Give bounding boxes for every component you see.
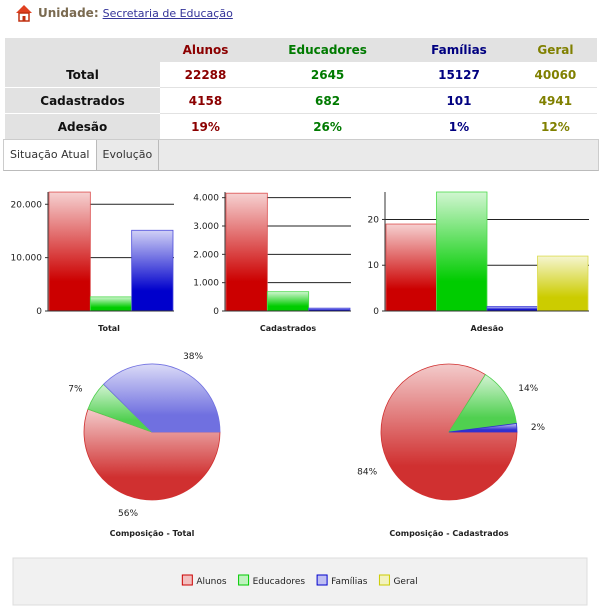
y-tick-label: 20: [368, 215, 380, 225]
cell: 4941: [513, 87, 597, 114]
y-tick-label: 10.000: [11, 254, 43, 264]
unit-link[interactable]: Secretaria de Educação: [102, 6, 233, 20]
cell: 682: [251, 87, 405, 114]
bar: [436, 191, 488, 312]
pie-slice: [448, 423, 518, 433]
bar: [385, 223, 437, 312]
column-header: Famílias: [404, 38, 514, 62]
legend-swatch: [378, 574, 390, 586]
corner: [5, 38, 160, 62]
y-tick-label: 20.000: [11, 200, 43, 210]
x-label: Cadastrados: [260, 324, 317, 333]
table-row: Cadastrados 4158 682 101 4941: [5, 87, 597, 114]
slice-label: 14%: [518, 384, 538, 394]
y-tick-label: 0: [213, 307, 219, 317]
slice-label: 84%: [357, 468, 377, 478]
legend-label: Geral: [393, 577, 417, 587]
legend-label: Famílias: [331, 577, 368, 587]
bar: [225, 192, 268, 312]
y-tick-label: 3.000: [193, 222, 219, 232]
column-header: Geral: [513, 38, 597, 62]
y-tick-label: 4.000: [193, 194, 219, 204]
bar: [486, 306, 538, 312]
slice-label: 38%: [183, 352, 203, 362]
legend-swatch: [181, 574, 193, 586]
cell: 22288: [160, 62, 251, 88]
y-tick-label: 10: [368, 261, 380, 271]
cell: 15127: [404, 62, 514, 88]
bar: [266, 291, 310, 312]
slice-label: 56%: [118, 509, 138, 519]
tab[interactable]: Evolução: [97, 140, 160, 170]
x-label: Adesão: [471, 324, 505, 333]
bar: [537, 255, 589, 312]
summary-table: Alunos Educadores Famílias Geral Total 22288…: [5, 38, 597, 140]
table-row: Total 22288 2645 15127 40060: [5, 62, 597, 88]
y-tick-label: 0: [373, 307, 379, 317]
pie-title: Composição - Cadastrados: [389, 529, 509, 538]
legend-label: Alunos: [196, 577, 227, 587]
bar: [48, 191, 91, 312]
column-header: Alunos: [160, 38, 251, 62]
table-header: Alunos Educadores Famílias Geral: [5, 38, 597, 62]
legend-label: Educadores: [253, 577, 306, 587]
cell: 12%: [513, 113, 597, 140]
legend-swatch: [316, 574, 328, 586]
bar: [89, 296, 133, 312]
bar: [131, 229, 174, 312]
unit-label: Unidade:: [38, 6, 99, 20]
header: Unidade: Secretaria de Educação: [14, 3, 233, 23]
pie-slice: [102, 363, 221, 433]
y-tick-label: 2.000: [193, 250, 219, 260]
cell: 2645: [251, 62, 405, 88]
cell: 40060: [513, 62, 597, 88]
row-header: Total: [5, 62, 160, 88]
x-label: Total: [98, 324, 120, 333]
pie-slice: [448, 374, 517, 433]
table-row: Adesão 19% 26% 1% 12%: [5, 113, 597, 140]
pie-slice: [83, 408, 221, 501]
legend-swatch: [238, 574, 250, 586]
y-tick-label: 0: [36, 307, 42, 317]
row-header: Cadastrados: [5, 87, 160, 114]
tab[interactable]: Situação Atual: [4, 140, 97, 170]
home-icon: [16, 5, 32, 22]
y-tick-label: 1.000: [193, 279, 219, 289]
slice-label: 2%: [531, 423, 546, 433]
row-header: Adesão: [5, 113, 160, 140]
pie-title: Composição - Total: [110, 529, 195, 538]
column-header: Educadores: [251, 38, 405, 62]
tabs: Situação Atual Evolução: [3, 139, 599, 171]
legend-box: [12, 557, 588, 606]
cell: 101: [404, 87, 514, 114]
cell: 26%: [251, 113, 405, 140]
cell: 4158: [160, 87, 251, 114]
slice-label: 7%: [68, 384, 83, 394]
